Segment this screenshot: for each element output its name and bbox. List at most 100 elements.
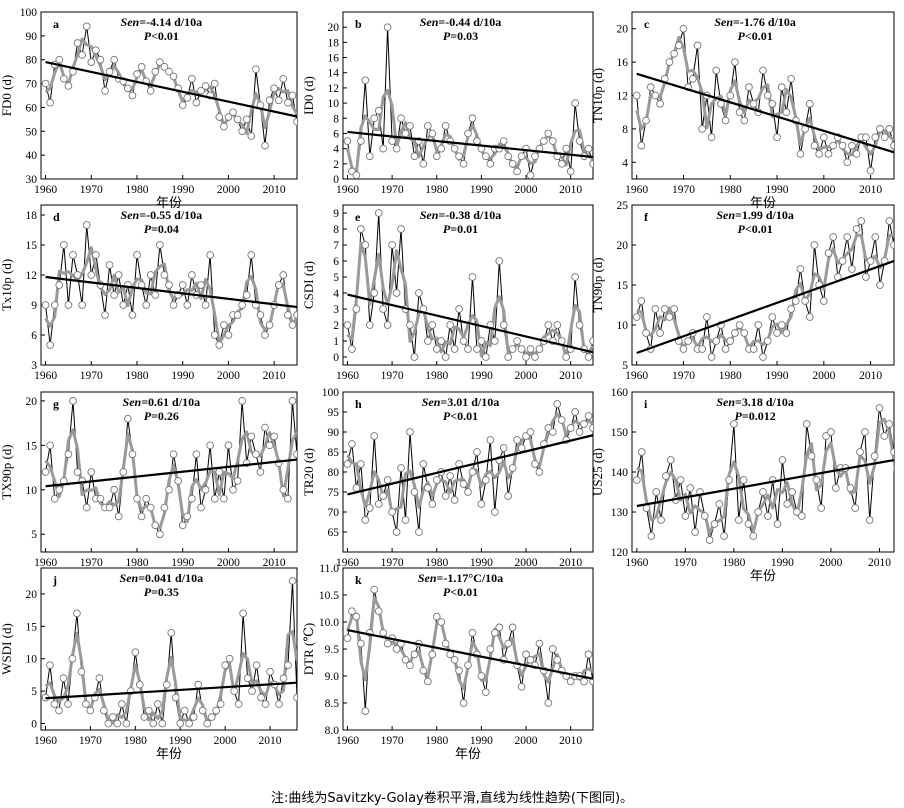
data-point — [691, 528, 699, 536]
data-point — [55, 281, 64, 289]
data-point — [105, 261, 114, 269]
data-point — [153, 700, 162, 708]
data-point — [693, 41, 702, 50]
data-point — [464, 488, 472, 496]
data-point — [192, 450, 201, 459]
y-tick-label: 150 — [611, 427, 629, 439]
data-point — [198, 706, 207, 715]
data-point — [508, 464, 517, 472]
y-tick-label: 9.5 — [325, 644, 340, 656]
data-point — [55, 706, 63, 715]
data-point — [73, 609, 81, 618]
data-point — [720, 532, 729, 540]
data-point — [796, 265, 805, 273]
data-point — [885, 217, 894, 225]
data-point — [486, 159, 495, 168]
data-point — [261, 141, 269, 150]
data-point — [188, 271, 196, 279]
data-point — [698, 345, 707, 353]
y-tick-label: 8 — [333, 224, 339, 236]
plot-area — [343, 400, 593, 536]
data-point — [176, 719, 185, 728]
y-tick-label: 90 — [26, 31, 38, 43]
data-point — [768, 99, 777, 108]
data-point — [265, 96, 274, 105]
x-tick-label: 1960 — [625, 184, 648, 196]
data-point — [216, 700, 225, 708]
sen-slope-label: Sen=3.01 d/10a — [422, 395, 500, 409]
data-point — [256, 468, 265, 476]
x-tick-label: 1970 — [674, 557, 697, 569]
data-point — [174, 477, 182, 485]
data-point — [180, 706, 189, 715]
y-tick-label: 10 — [328, 98, 340, 110]
data-point — [571, 273, 579, 281]
data-point — [759, 66, 767, 75]
data-point — [406, 122, 414, 130]
data-point — [754, 508, 762, 516]
data-point — [266, 667, 274, 676]
data-point — [183, 512, 192, 521]
data-point — [712, 66, 721, 75]
data-point — [739, 476, 748, 484]
data-point — [343, 634, 352, 643]
data-point — [46, 341, 54, 349]
data-point — [504, 353, 513, 361]
data-point — [707, 133, 716, 142]
data-point — [238, 397, 246, 405]
y-tick-label: 15 — [26, 240, 38, 252]
data-point — [535, 468, 544, 476]
data-point — [423, 337, 432, 345]
smoothed-curve — [346, 241, 593, 360]
data-point — [135, 680, 144, 689]
data-point — [437, 337, 446, 345]
data-point — [160, 503, 169, 512]
data-point — [681, 512, 690, 520]
data-point — [749, 532, 758, 540]
data-point — [348, 345, 356, 353]
x-tick-label: 2010 — [868, 557, 891, 569]
data-point — [149, 719, 158, 728]
y-axis-label: DTR (℃) — [301, 623, 316, 675]
data-point — [257, 693, 265, 702]
data-point — [829, 233, 838, 241]
y-tick-label: 20 — [617, 240, 629, 252]
y-tick-label: 8.5 — [325, 698, 340, 710]
data-point — [782, 329, 791, 337]
y-tick-label: 75 — [328, 487, 340, 499]
sen-slope-label: Sen=-0.55 d/10a — [121, 208, 203, 222]
data-point — [535, 639, 544, 648]
data-point — [92, 46, 100, 55]
data-point — [206, 441, 214, 450]
data-point — [206, 251, 214, 259]
data-point — [279, 485, 288, 494]
data-point — [242, 291, 251, 299]
x-tick-label: 2000 — [812, 184, 835, 196]
data-point — [513, 337, 521, 345]
data-point — [745, 83, 753, 92]
data-point — [477, 337, 486, 345]
data-point — [437, 618, 446, 626]
data-point — [248, 687, 256, 695]
data-point — [676, 476, 685, 484]
data-point — [513, 167, 521, 176]
data-point — [379, 144, 388, 153]
y-tick-label: 5 — [31, 686, 37, 698]
x-tick-label: 1980 — [126, 184, 149, 196]
plot-frame — [342, 204, 594, 366]
data-point — [557, 159, 566, 168]
data-point — [137, 512, 146, 521]
data-point — [810, 241, 819, 249]
x-tick-label: 2000 — [515, 184, 538, 196]
data-point — [348, 607, 356, 616]
data-point — [201, 301, 210, 309]
data-point — [383, 321, 392, 329]
y-tick-label: 2 — [333, 320, 339, 332]
data-point — [468, 273, 477, 281]
data-point — [64, 450, 73, 459]
data-point — [504, 152, 513, 161]
y-tick-label: 95 — [328, 407, 340, 419]
data-point — [352, 612, 361, 621]
y-tick-label: 11.0 — [319, 563, 339, 575]
data-point — [128, 450, 137, 459]
